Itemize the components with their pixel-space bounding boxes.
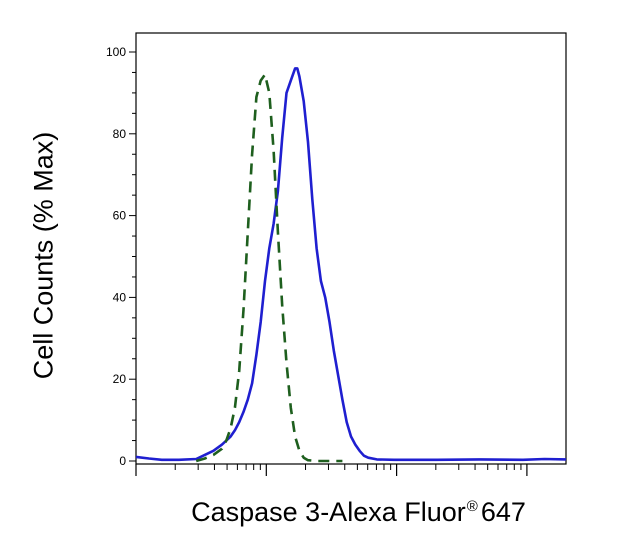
plot-axes [135,32,567,465]
sample-histogram-line [135,67,567,462]
control-histogram-line [195,73,343,463]
y-tick-label: 40 [113,290,127,304]
x-axis-label-main: Caspase 3-Alexa Fluor [191,497,466,527]
registered-mark: ® [466,498,478,515]
series-layer [135,67,567,463]
y-tick-label: 100 [106,45,126,59]
axis-ticks: 0 20 40 60 80 100 [106,45,528,476]
x-axis-label-tail: 647 [480,497,526,527]
y-axis-label: Cell Counts (% Max) [28,131,59,379]
x-axis-label: Caspase 3-Alexa Fluor® 647 [0,497,627,528]
y-tick-label: 0 [119,454,126,468]
y-tick-label: 20 [113,372,127,386]
plot-frame [135,32,567,465]
y-axis-label-container: Cell Counts (% Max) [18,90,70,420]
y-tick-label: 80 [113,127,127,141]
y-tick-label: 60 [113,209,127,223]
